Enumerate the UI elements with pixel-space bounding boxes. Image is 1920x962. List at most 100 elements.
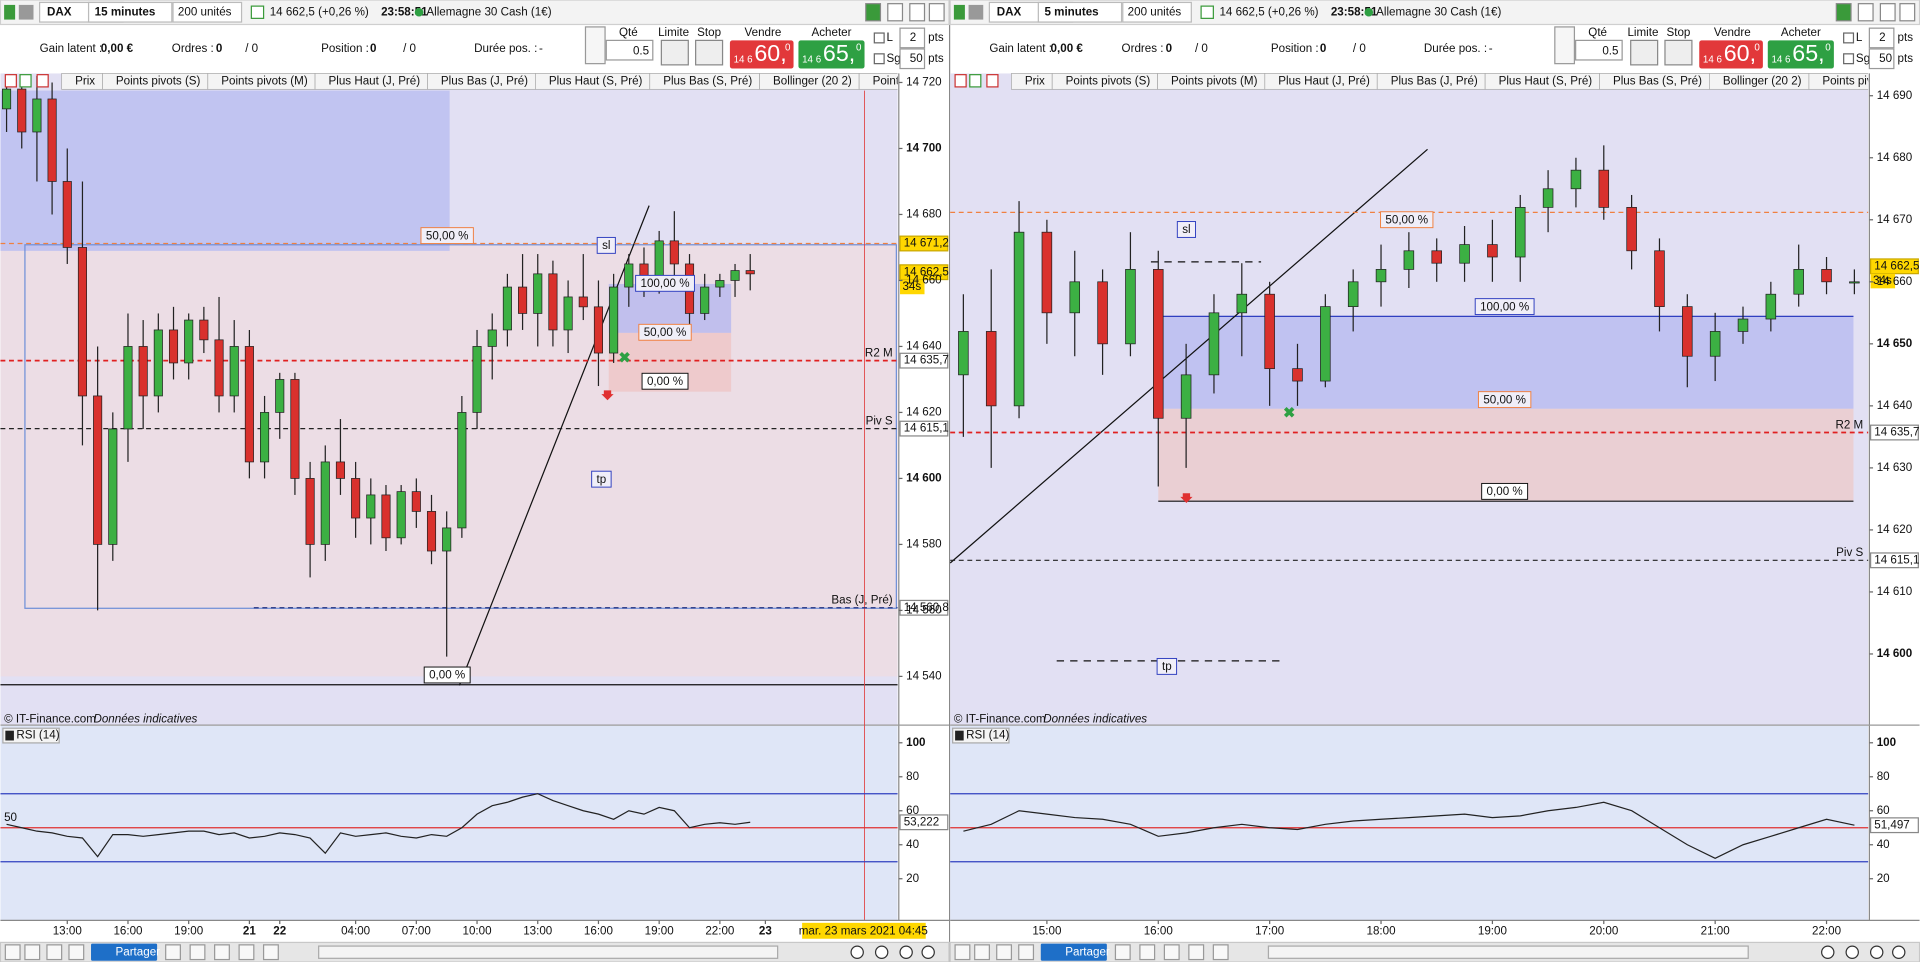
- indicator-name[interactable]: Points pivots (4h): [1822, 74, 1912, 87]
- points-input[interactable]: [899, 27, 926, 49]
- stop-button[interactable]: [1664, 39, 1693, 66]
- checkbox[interactable]: [1843, 32, 1855, 44]
- indicator-name[interactable]: Points pivots (4h): [873, 74, 963, 87]
- qty-value[interactable]: 0.5: [633, 44, 649, 57]
- window-button[interactable]: [887, 3, 904, 22]
- points-value[interactable]: 50: [1879, 52, 1892, 65]
- sell-button[interactable]: [729, 40, 794, 69]
- dropdown[interactable]: [87, 1, 173, 23]
- indicator-name[interactable]: Points pivots (S): [116, 74, 201, 87]
- instrument[interactable]: DAX: [47, 5, 72, 18]
- limit-button[interactable]: [1630, 39, 1659, 66]
- tool-button[interactable]: [262, 944, 279, 961]
- tool-button[interactable]: [1139, 944, 1156, 961]
- settings-button[interactable]: [584, 26, 606, 65]
- zoom-button[interactable]: [1869, 945, 1884, 959]
- indicator-name[interactable]: Plus Bas (J, Pré): [441, 74, 528, 87]
- tool-button[interactable]: [1163, 944, 1180, 961]
- rsi-toggle[interactable]: [5, 730, 14, 741]
- drawing-label-box: [596, 236, 616, 254]
- scrollbar[interactable]: [318, 945, 779, 959]
- dropdown[interactable]: [1037, 1, 1123, 23]
- tool-button[interactable]: [974, 944, 990, 961]
- indicator-name[interactable]: Bollinger (20 2): [773, 74, 852, 87]
- window-button[interactable]: [865, 3, 882, 22]
- units[interactable]: 200 unités: [178, 5, 232, 18]
- indicator-name[interactable]: Prix: [75, 74, 95, 87]
- zoom-button[interactable]: [1821, 945, 1835, 959]
- buy-button[interactable]: [1767, 40, 1834, 69]
- checkbox[interactable]: [873, 53, 885, 65]
- qty-input[interactable]: [1575, 39, 1623, 61]
- indicator-name[interactable]: Prix: [1025, 74, 1045, 87]
- indicator-name[interactable]: Plus Haut (S, Pré): [549, 74, 643, 87]
- settings-button[interactable]: [1554, 26, 1576, 65]
- points-value[interactable]: 2: [1879, 31, 1885, 44]
- indicator-name[interactable]: Plus Haut (S, Pré): [1499, 74, 1593, 87]
- dropdown[interactable]: [172, 1, 243, 23]
- stop-button[interactable]: [695, 39, 724, 66]
- zoom-button[interactable]: [850, 945, 864, 959]
- tool-button[interactable]: [1114, 944, 1131, 961]
- scrollbar[interactable]: [1267, 945, 1749, 959]
- indicator-name[interactable]: Plus Haut (J, Pré): [1278, 74, 1370, 87]
- interval[interactable]: 15 minutes: [95, 5, 156, 18]
- tool-button[interactable]: [46, 944, 63, 961]
- tool-button[interactable]: [214, 944, 230, 961]
- indicator-name[interactable]: Points pivots (M): [1171, 74, 1258, 87]
- window-button[interactable]: [1857, 3, 1874, 22]
- tool-button[interactable]: [996, 944, 1013, 961]
- checkbox[interactable]: [1843, 53, 1855, 65]
- tool-button[interactable]: [189, 944, 206, 961]
- indicator-name[interactable]: Plus Bas (S, Pré): [1613, 74, 1702, 87]
- tool-button[interactable]: [68, 944, 85, 961]
- checkbox[interactable]: [873, 32, 885, 44]
- limit-button[interactable]: [660, 39, 689, 66]
- interval[interactable]: 5 minutes: [1044, 5, 1098, 18]
- share-button[interactable]: [1040, 943, 1107, 961]
- units[interactable]: 200 unités: [1128, 5, 1182, 18]
- tool-button[interactable]: [1212, 944, 1229, 961]
- indicator-name[interactable]: Plus Bas (S, Pré): [663, 74, 752, 87]
- indicator-name[interactable]: Points pivots (M): [221, 74, 308, 87]
- indicator-name[interactable]: Plus Bas (J, Pré): [1391, 74, 1478, 87]
- points-input[interactable]: [1868, 48, 1895, 70]
- window-button[interactable]: [1899, 3, 1916, 22]
- tool-button[interactable]: [238, 944, 255, 961]
- y-tick-label: 14 560: [906, 603, 942, 616]
- share-button[interactable]: [91, 943, 158, 961]
- points-value[interactable]: 2: [910, 31, 916, 44]
- share-label[interactable]: Partager: [1065, 945, 1110, 958]
- zoom-button[interactable]: [899, 945, 913, 959]
- rsi-tick-label: 20: [1877, 872, 1890, 885]
- window-button[interactable]: [928, 3, 945, 22]
- tool-button[interactable]: [1188, 944, 1205, 961]
- indicator-name[interactable]: Points pivots (S): [1066, 74, 1151, 87]
- tool-button[interactable]: [4, 944, 21, 961]
- window-button[interactable]: [909, 3, 926, 22]
- points-input[interactable]: [1868, 27, 1895, 49]
- sell-button[interactable]: [1699, 40, 1763, 69]
- candle-body: [184, 319, 194, 364]
- qty-input[interactable]: [605, 39, 654, 61]
- zoom-button[interactable]: [1845, 945, 1859, 959]
- rsi-toggle[interactable]: [955, 730, 964, 741]
- indicator-name[interactable]: Plus Haut (J, Pré): [329, 74, 421, 87]
- qty-value[interactable]: 0.5: [1602, 44, 1618, 57]
- zoom-button[interactable]: [874, 945, 889, 959]
- tool-button[interactable]: [954, 944, 971, 961]
- dropdown[interactable]: [1122, 1, 1192, 23]
- instrument[interactable]: DAX: [997, 5, 1022, 18]
- buy-button[interactable]: [798, 40, 865, 69]
- zoom-button[interactable]: [1892, 945, 1906, 959]
- points-input[interactable]: [899, 48, 926, 70]
- indicator-name[interactable]: Bollinger (20 2): [1723, 74, 1802, 87]
- tool-button[interactable]: [1018, 944, 1035, 961]
- zoom-button[interactable]: [921, 945, 935, 959]
- tool-button[interactable]: [24, 944, 41, 961]
- tool-button[interactable]: [165, 944, 181, 961]
- window-button[interactable]: [1879, 3, 1896, 22]
- points-value[interactable]: 50: [910, 52, 923, 65]
- share-label[interactable]: Partager: [115, 945, 160, 958]
- window-button[interactable]: [1835, 3, 1852, 22]
